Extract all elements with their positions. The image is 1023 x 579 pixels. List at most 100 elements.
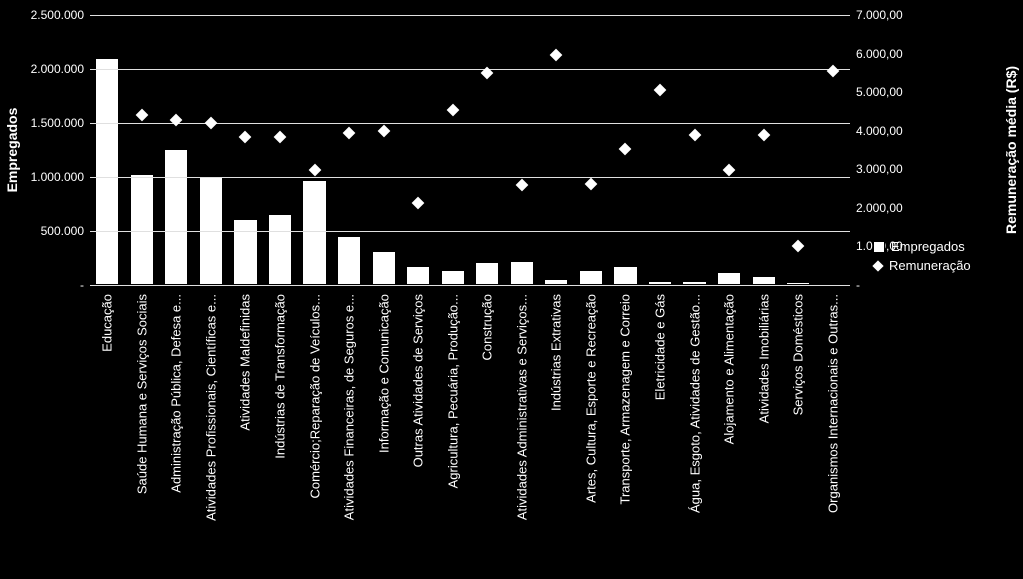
x-axis-label: Saúde Humana e Serviços Sociais [134, 290, 149, 494]
bar-slot [159, 15, 194, 285]
bar-slot [746, 15, 781, 285]
x-label-slot: Outras Atividades de Serviços [401, 290, 436, 575]
bar-slot [608, 15, 643, 285]
x-label-slot: Transporte, Armazenagem e Correio [608, 290, 643, 575]
x-label-slot: Organismos Internacionais e Outras... [815, 290, 850, 575]
bar [441, 270, 465, 285]
bar-slot [194, 15, 229, 285]
bar [372, 251, 396, 285]
bar [95, 58, 119, 285]
bar [164, 149, 188, 285]
bar-slot [505, 15, 540, 285]
bar-slot [435, 15, 470, 285]
bar [268, 214, 292, 285]
x-label-slot: Administração Pública, Defesa e... [159, 290, 194, 575]
x-axis-label: Atividades Financeiras, de Seguros e... [342, 290, 357, 520]
bar [752, 276, 776, 285]
x-axis-label: Artes, Cultura, Esporte e Recreação [583, 290, 598, 503]
bar [613, 266, 637, 285]
bar-slot [332, 15, 367, 285]
x-label-slot: Água, Esgoto, Atividades de Gestão... [677, 290, 712, 575]
y-right-axis-title: Remuneração média (R$) [1003, 66, 1019, 234]
x-axis-label: Alojamento e Alimentação [722, 290, 737, 444]
x-axis-label: Atividades Profissionais, Científicas e.… [203, 290, 218, 521]
x-axis-label: Indústrias Extrativas [549, 290, 564, 411]
bar-slot [228, 15, 263, 285]
x-label-slot: Saúde Humana e Serviços Sociais [125, 290, 160, 575]
x-axis-label: Administração Pública, Defesa e... [169, 290, 184, 493]
y-right-tick-label: 4.000,00 [850, 124, 903, 138]
bar-icon [873, 241, 885, 253]
x-label-slot: Atividades Profissionais, Científicas e.… [194, 290, 229, 575]
bar [579, 270, 603, 285]
gridline [90, 69, 850, 70]
bar-slot [539, 15, 574, 285]
bar [233, 219, 257, 285]
x-label-slot: Comércio;Reparação de Veículos... [297, 290, 332, 575]
x-label-slot: Educação [90, 290, 125, 575]
gridline [90, 231, 850, 232]
gridline [90, 123, 850, 124]
bar-slot [125, 15, 160, 285]
y-right-tick-label: 2.000,00 [850, 201, 903, 215]
x-label-slot: Atividades Maldefinidas [228, 290, 263, 575]
x-axis-label: Educação [100, 290, 115, 352]
gridline [90, 15, 850, 16]
bar [406, 266, 430, 285]
bar [717, 272, 741, 285]
x-axis-label: Serviços Domésticos [791, 290, 806, 415]
x-label-slot: Atividades Imobiliárias [746, 290, 781, 575]
x-axis-label: Água, Esgoto, Atividades de Gestão... [687, 290, 702, 513]
y-left-tick-label: 2.500.000 [31, 8, 90, 22]
bar-slot [712, 15, 747, 285]
x-axis-label: Outras Atividades de Serviços [411, 290, 426, 467]
x-axis-label: Eletricidade e Gás [653, 290, 668, 400]
bar [302, 180, 326, 285]
bar-slot [677, 15, 712, 285]
x-label-slot: Eletricidade e Gás [643, 290, 678, 575]
bar-slot [781, 15, 816, 285]
x-axis-label: Atividades Imobiliárias [756, 290, 771, 423]
y-left-axis-title: Empregados [4, 108, 20, 193]
x-axis-label: Atividades Administrativas e Serviços... [514, 290, 529, 520]
bar-slot [643, 15, 678, 285]
y-left-tick-label: 1.000.000 [31, 170, 90, 184]
bar-slot [401, 15, 436, 285]
x-axis-label: Atividades Maldefinidas [238, 290, 253, 431]
x-axis-label: Indústrias de Transformação [273, 290, 288, 459]
x-label-slot: Atividades Financeiras, de Seguros e... [332, 290, 367, 575]
legend-label: Remuneração [889, 258, 971, 273]
y-right-tick-label: 6.000,00 [850, 47, 903, 61]
bar-slot [574, 15, 609, 285]
y-right-tick-label: 3.000,00 [850, 162, 903, 176]
gridline [90, 177, 850, 178]
x-label-slot: Indústrias de Transformação [263, 290, 298, 575]
x-label-slot: Artes, Cultura, Esporte e Recreação [574, 290, 609, 575]
legend-item-empregados: Empregados [873, 239, 1013, 254]
gridline [90, 285, 850, 286]
x-axis-label: Comércio;Reparação de Veículos... [307, 290, 322, 499]
legend-item-remuneracao: Remuneração [873, 258, 1013, 273]
x-axis-label: Agricultura, Pecuária, Produção... [445, 290, 460, 488]
x-label-slot: Alojamento e Alimentação [712, 290, 747, 575]
x-axis-label: Organismos Internacionais e Outras... [825, 290, 840, 513]
x-label-slot: Construção [470, 290, 505, 575]
bar-slot [366, 15, 401, 285]
bar-slot [263, 15, 298, 285]
x-label-slot: Atividades Administrativas e Serviços... [505, 290, 540, 575]
bar-slot [90, 15, 125, 285]
x-axis-labels: Educação Saúde Humana e Serviços Sociais A… [90, 290, 850, 575]
bar [337, 236, 361, 285]
plot-area: -500.0001.000.0001.500.0002.000.0002.500… [90, 15, 850, 285]
x-axis-label: Construção [480, 290, 495, 360]
bars-container [90, 15, 850, 285]
bar-slot [815, 15, 850, 285]
y-left-tick-label: - [80, 278, 90, 292]
legend: Empregados Remuneração [873, 235, 1013, 277]
bar-slot [470, 15, 505, 285]
y-left-tick-label: 1.500.000 [31, 116, 90, 130]
bar-slot [297, 15, 332, 285]
y-right-tick-label: 5.000,00 [850, 85, 903, 99]
y-right-tick-label: 7.000,00 [850, 8, 903, 22]
bar [510, 261, 534, 285]
